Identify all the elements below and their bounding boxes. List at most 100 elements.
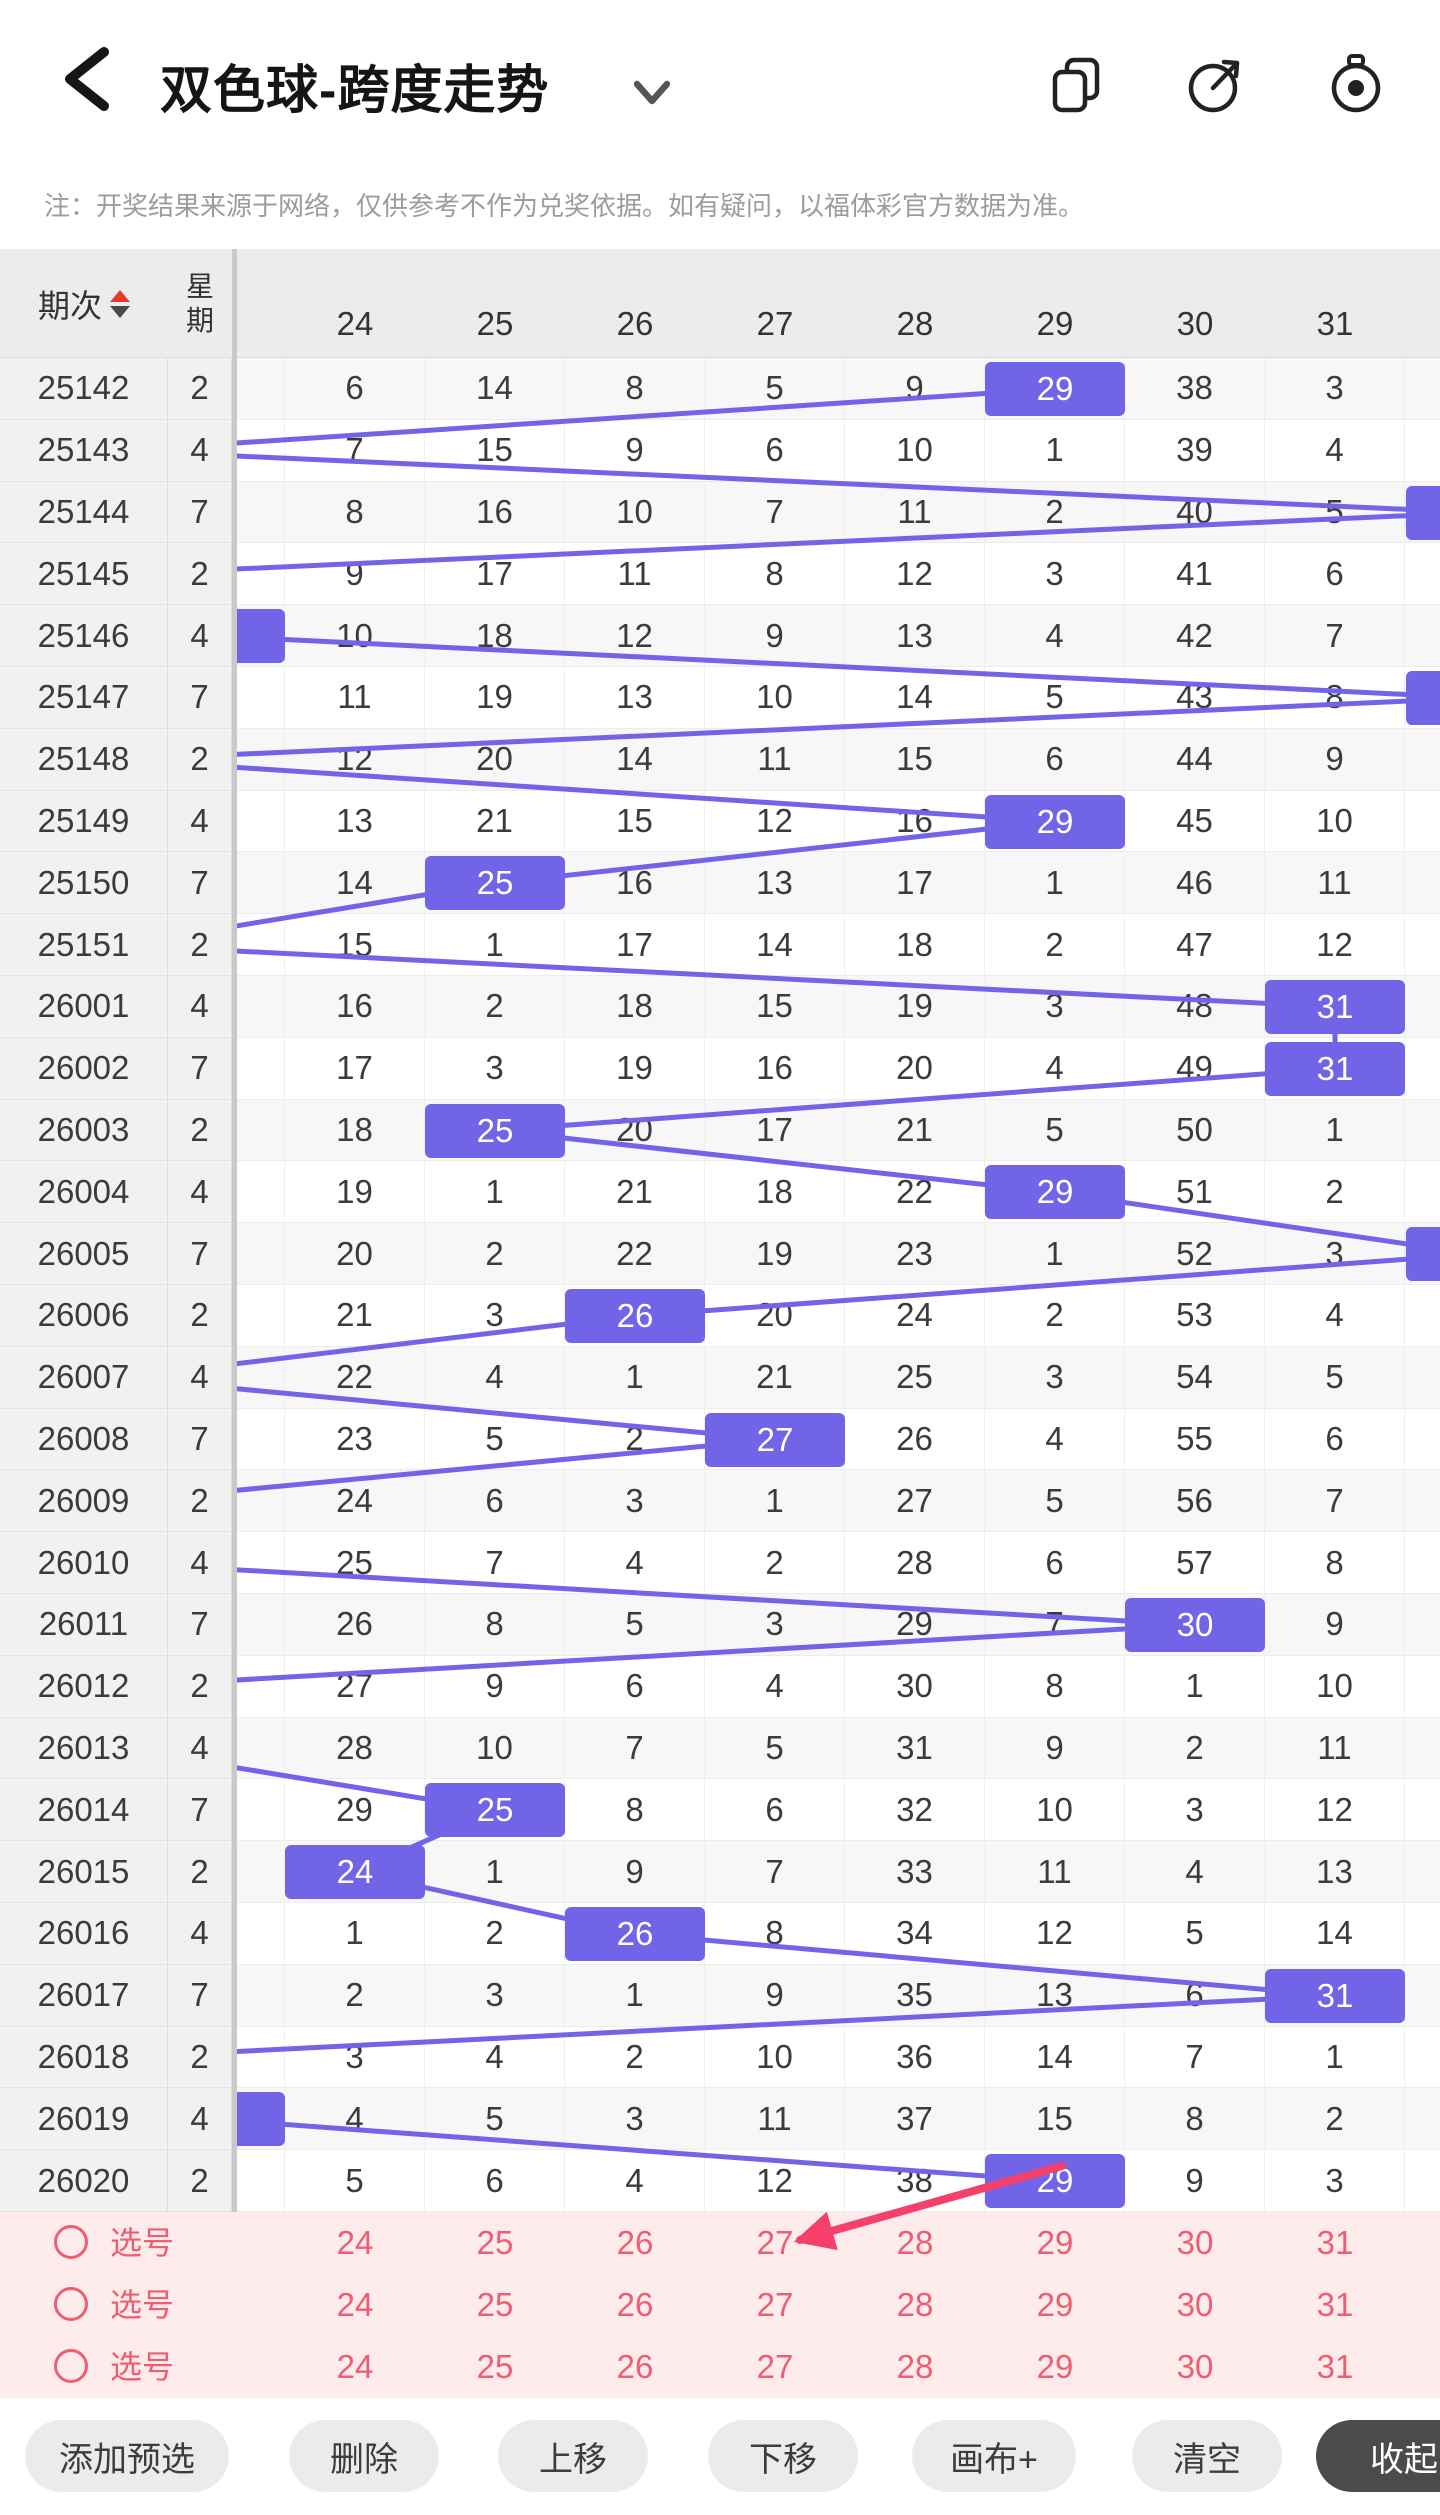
selection-number[interactable]: 26 (616, 2224, 654, 2261)
left-partial-cell (232, 667, 285, 729)
radio-circle[interactable] (54, 2287, 88, 2321)
right-partial-cell (1405, 2026, 1440, 2089)
selection-number[interactable]: 30 (1176, 2224, 1214, 2261)
record-button[interactable] (1322, 50, 1390, 118)
value-cell: 5 (1265, 481, 1405, 544)
table-row: 25151 2 15 1 17 14 18 2 47 12 (0, 914, 1440, 976)
value-cell: 5 (705, 1717, 845, 1780)
period-header[interactable]: 期次 (0, 249, 168, 358)
value-cell: 38 (845, 2150, 985, 2212)
column-header[interactable]: 31 (1316, 305, 1354, 342)
table-row: 25142261485929383 (0, 358, 1440, 420)
value-cell: 19 (425, 667, 565, 729)
selection-number[interactable]: 27 (756, 2286, 794, 2323)
selection-number[interactable]: 27 (756, 2348, 794, 2385)
selection-number[interactable]: 30 (1176, 2286, 1214, 2323)
value-cell: 13 (565, 667, 705, 729)
period-cell: 25145 (0, 543, 168, 606)
value-cell: 3 (425, 1037, 565, 1100)
value-cell: 34 (845, 1903, 985, 1965)
selection-number[interactable]: 24 (336, 2224, 374, 2261)
canvas-button[interactable]: 画布+ (912, 2420, 1076, 2492)
selection-number[interactable]: 27 (756, 2224, 794, 2261)
column-header[interactable]: 24 (336, 305, 374, 342)
right-partial-cell (1405, 1779, 1440, 1842)
value-cell: 44 (1125, 728, 1265, 791)
move-up-button[interactable]: 上移 (498, 2420, 648, 2492)
value-cell: 6 (985, 1532, 1125, 1594)
week-cell: 4 (168, 1903, 232, 1965)
pages-button[interactable] (1043, 50, 1111, 118)
selection-number[interactable]: 29 (1036, 2224, 1074, 2261)
value-cell: 18 (565, 976, 705, 1038)
right-partial-cell (1405, 1346, 1440, 1409)
selection-number[interactable]: 24 (336, 2348, 374, 2385)
right-partial-cell (1405, 543, 1440, 606)
radio-circle[interactable] (54, 2349, 88, 2383)
value-cell: 3 (985, 1346, 1125, 1409)
hit-cell: 25 (425, 1103, 565, 1158)
selection-label: 选号 (110, 2349, 175, 2385)
value-cell: 8 (285, 481, 425, 544)
left-partial-cell (232, 1532, 285, 1594)
right-partial-cell (1405, 419, 1440, 482)
week-cell: 7 (168, 852, 232, 915)
radio-circle[interactable] (54, 2225, 88, 2259)
column-header[interactable]: 25 (476, 305, 514, 342)
chevron-down-icon (633, 80, 671, 105)
period-cell: 26016 (0, 1903, 168, 1965)
back-button[interactable] (56, 46, 116, 112)
move-down-button[interactable]: 下移 (708, 2420, 858, 2492)
week-cell: 2 (168, 358, 232, 420)
selection-number[interactable]: 24 (336, 2286, 374, 2323)
selection-number[interactable]: 25 (476, 2224, 514, 2261)
selection-number[interactable]: 31 (1316, 2286, 1354, 2323)
share-button[interactable] (1181, 50, 1249, 118)
column-header[interactable]: 30 (1176, 305, 1214, 342)
week-cell: 7 (168, 1037, 232, 1100)
selection-number[interactable]: 29 (1036, 2286, 1074, 2323)
selection-number[interactable]: 30 (1176, 2348, 1214, 2385)
value-cell: 5 (425, 1408, 565, 1471)
value-cell: 3 (285, 2026, 425, 2089)
selection-number[interactable]: 25 (476, 2286, 514, 2323)
value-cell: 15 (985, 2088, 1125, 2151)
sort-icon[interactable] (110, 289, 130, 318)
value-cell: 11 (565, 543, 705, 606)
clear-button[interactable]: 清空 (1132, 2420, 1282, 2492)
left-partial-cell (232, 914, 285, 976)
right-partial-cell (1405, 2088, 1440, 2151)
value-cell: 10 (1265, 1655, 1405, 1718)
left-partial-cell (232, 358, 285, 420)
value-cell: 1 (705, 1470, 845, 1533)
column-header[interactable]: 26 (616, 305, 654, 342)
selection-number[interactable]: 26 (616, 2286, 654, 2323)
value-cell: 7 (985, 1594, 1125, 1656)
selection-number[interactable]: 26 (616, 2348, 654, 2385)
left-partial-cell (232, 1903, 285, 1965)
column-header[interactable]: 29 (1036, 305, 1074, 342)
page-title: 双色球-跨度走势 (160, 62, 550, 120)
value-cell: 1 (565, 1964, 705, 2027)
selection-number[interactable]: 29 (1036, 2348, 1074, 2385)
selection-number[interactable]: 28 (896, 2348, 934, 2385)
title-dropdown[interactable] (632, 80, 672, 111)
value-cell: 8 (705, 543, 845, 606)
selection-number[interactable]: 25 (476, 2348, 514, 2385)
column-header[interactable]: 28 (896, 305, 934, 342)
selection-number[interactable]: 28 (896, 2224, 934, 2261)
column-header[interactable]: 27 (756, 305, 794, 342)
column-divider[interactable] (232, 249, 237, 2212)
right-partial-cell (1405, 1285, 1440, 1347)
value-cell: 50 (1125, 1099, 1265, 1162)
value-cell: 4 (565, 1532, 705, 1594)
add-preselect-button[interactable]: 添加预选 (25, 2420, 229, 2492)
value-cell: 9 (985, 1717, 1125, 1780)
selection-number[interactable]: 31 (1316, 2348, 1354, 2385)
delete-button[interactable]: 删除 (289, 2420, 439, 2492)
collapse-button[interactable]: 收起 (1316, 2420, 1440, 2492)
selection-number[interactable]: 31 (1316, 2224, 1354, 2261)
selection-number[interactable]: 28 (896, 2286, 934, 2323)
left-partial-cell (232, 1594, 285, 1656)
